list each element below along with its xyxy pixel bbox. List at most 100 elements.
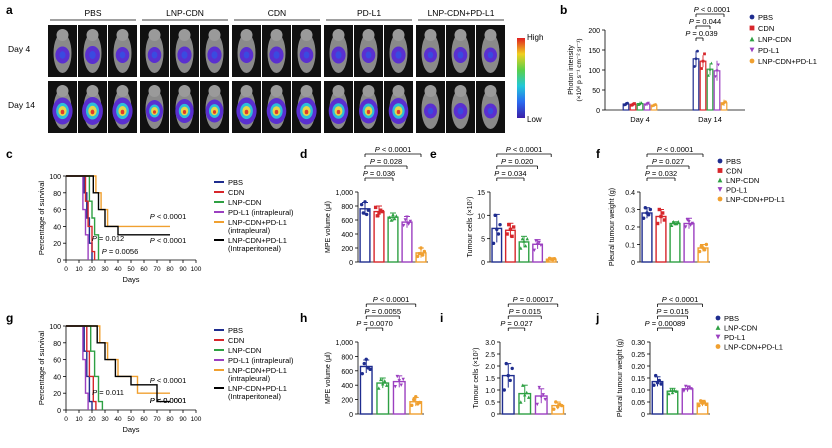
x-tick-label: 70 [153,416,161,423]
legend-marker [710,61,713,65]
y-tick-label: 200 [341,398,353,405]
y-tick-label: 40 [53,374,61,381]
legend-label: LNP-CDN [726,176,759,185]
legend-marker [687,385,691,390]
legend-marker [522,239,526,243]
mouse-head [56,85,69,97]
y-tick-label: 1,000 [335,340,353,347]
legend-marker [377,211,381,215]
legend-label: LNP-CDN+PD-L1 [758,57,817,66]
mouse-head [208,29,221,41]
x-tick-label: 0 [64,266,68,273]
signal-mid [151,51,158,59]
y-tick-label: 2.5 [485,352,495,359]
y-tick-label: 0 [596,108,600,115]
y-tick-label: 0.3 [625,208,635,215]
legend-marker [715,325,721,330]
survival-curve-LNP-CDN+PD-L1 (intraperitoneal) [66,175,170,236]
mouse-head [116,85,129,97]
legend-marker [385,383,389,387]
x-axis-label: Days [122,275,139,284]
y-tick-label: 600 [341,218,353,225]
imaging-panel: PBS LNP-CDN CDN PD-L1 LNP-CDN+PD-L1 Day 4 Day … [8,8,543,133]
legend-label: LNP-CDN+PD-L1 [228,236,287,245]
y-axis-label: Percentage of survival [37,331,46,406]
legend-marker [637,103,640,106]
legend-marker [535,242,540,246]
survival-curve-CDN [66,325,97,410]
y-tick-label: 10 [477,213,485,220]
legend-marker [660,211,665,215]
signal-peak [396,109,401,115]
legend-marker [379,377,383,382]
p-value-label: P < 0.0001 [662,295,699,304]
mouse-head [332,85,345,97]
y-tick-label: 0 [481,260,485,267]
legend-marker [418,400,422,405]
p-value-label: P = 0.028 [370,157,402,166]
panel-letter-f: f [596,147,601,161]
legend-marker [507,222,511,227]
y-axis-label: MPE volume (μl) [325,201,332,253]
mouse-head [56,29,69,41]
signal-mid [89,51,96,59]
y-tick-label: 50 [592,88,600,95]
legend-marker [685,388,690,392]
legend-marker [366,208,371,212]
legend-marker [714,75,717,79]
legend-marker [674,221,679,226]
legend-label: (Intraperitoneal) [228,244,281,253]
p-value-label: P = 0.020 [501,157,533,166]
legend-label: PD-L1 (intrapleural) [228,356,294,365]
legend-label: CDN [726,167,742,176]
y-tick-label: 3.0 [485,340,495,347]
legend-marker [363,200,367,204]
legend-marker [697,403,701,408]
legend-label: LNP-CDN+PD-L1 [726,195,785,204]
signal-mid [427,51,434,59]
legend-label: PBS [724,314,739,323]
legend-marker [541,393,545,397]
y-tick-label: 0.10 [631,388,645,395]
legend-label: LNP-CDN [228,346,261,355]
legend-marker [652,383,656,387]
bar-PD-L1 [401,221,413,263]
legend-marker [688,223,693,227]
p-value-label: P = 0.0055 [364,307,401,316]
legend-marker [395,374,399,379]
p-value-label: P < 0.0001 [694,5,731,14]
y-tick-label: 0.4 [625,190,635,197]
signal-mid [457,107,464,115]
y-tick-label: 1.5 [485,376,495,383]
mouse-head [484,29,497,41]
y-tick-label: 0 [57,258,61,265]
legend-marker [659,382,663,386]
legend-marker [364,357,368,361]
legend-marker [537,385,541,390]
p-value-label: P < 0.0001 [373,295,410,304]
legend-marker [689,387,693,391]
legend-marker [552,407,556,411]
legend-marker [696,49,699,53]
legend-marker [415,254,420,259]
signal-peak [244,109,249,115]
y-tick-label: 40 [53,224,61,231]
x-tick-label: 30 [101,416,109,423]
mouse-head [392,29,405,41]
legend-marker [359,202,364,207]
legend-label: PBS [726,157,741,166]
y-axis-label: Pleural tumour weight (g) [609,188,616,266]
legend-marker [702,248,707,252]
mouse-head [86,85,99,97]
x-tick-label: 100 [191,266,202,273]
legend-marker [543,397,547,402]
legend-marker [655,381,660,385]
y-tick-label: 100 [49,174,61,181]
legend-marker [715,334,721,340]
x-tick-label: 70 [153,266,161,273]
legend-marker [633,102,636,105]
mouse-head [300,29,313,41]
